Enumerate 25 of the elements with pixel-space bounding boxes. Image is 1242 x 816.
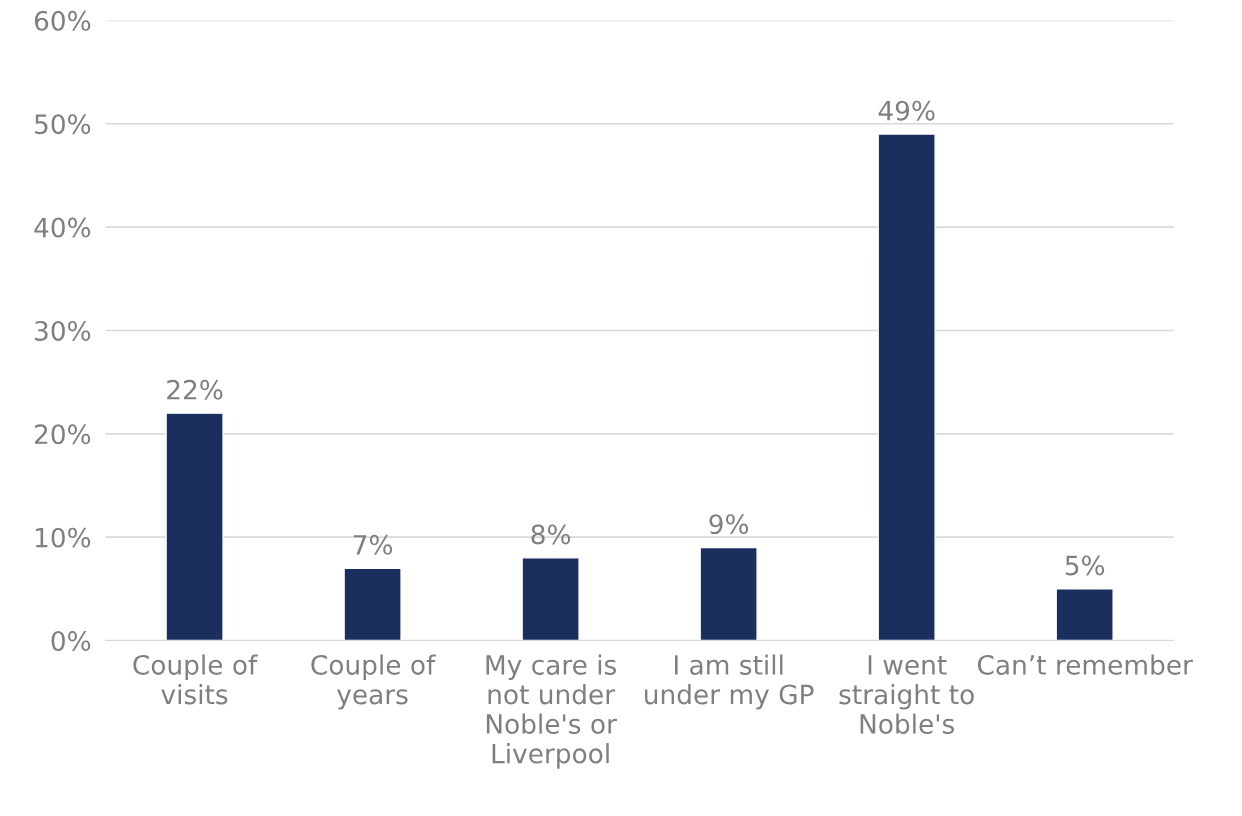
y-tick-label: 40% [34,217,91,238]
x-tick-label: I am still under my GP [645,654,814,710]
data-label: 49% [878,100,935,121]
x-tick-label: Can’t remember [977,654,1193,675]
y-tick-label: 10% [35,527,91,548]
y-tick-label: 20% [34,424,91,445]
x-tick-label: I went straight to Noble's [839,655,974,734]
y-tick-label: 30% [35,320,91,341]
y-tick-label: 50% [35,114,91,135]
y-tick-label: 60% [34,10,91,31]
bar [1055,588,1114,641]
x-tick-label: My care is not under Noble's or Liverpool [486,654,617,769]
bar [343,567,402,641]
bar [699,546,758,641]
data-label: 8% [531,524,571,545]
bar [877,133,936,641]
data-label: 9% [709,514,749,535]
bar [521,557,580,641]
data-label: 5% [1065,555,1105,576]
y-tick-label: 0% [51,631,91,651]
bar [165,412,224,641]
x-tick-label: Couple of years [311,654,436,710]
x-tick-label: Couple of visits [133,654,258,705]
data-label: 7% [353,534,393,555]
data-label: 22% [167,379,223,400]
